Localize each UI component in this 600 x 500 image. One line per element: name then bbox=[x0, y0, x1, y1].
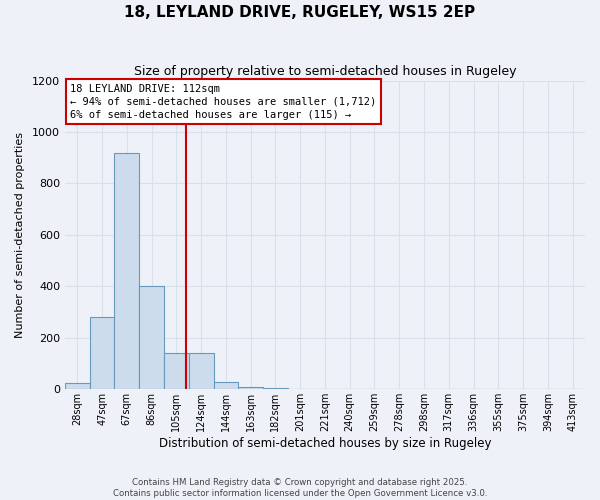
Bar bbox=[89, 318, 115, 390]
Text: 18, LEYLAND DRIVE, RUGELEY, WS15 2EP: 18, LEYLAND DRIVE, RUGELEY, WS15 2EP bbox=[124, 5, 476, 20]
Bar bbox=[139, 286, 164, 390]
Text: Contains HM Land Registry data © Crown copyright and database right 2025.
Contai: Contains HM Land Registry data © Crown c… bbox=[113, 478, 487, 498]
Bar bbox=[214, 382, 238, 390]
Bar bbox=[263, 388, 288, 390]
X-axis label: Distribution of semi-detached houses by size in Rugeley: Distribution of semi-detached houses by … bbox=[159, 437, 491, 450]
Bar bbox=[164, 354, 189, 390]
Bar bbox=[288, 388, 313, 390]
Bar bbox=[115, 152, 139, 390]
Bar bbox=[337, 389, 362, 390]
Bar bbox=[238, 386, 263, 390]
Bar bbox=[189, 354, 214, 390]
Text: 18 LEYLAND DRIVE: 112sqm
← 94% of semi-detached houses are smaller (1,712)
6% of: 18 LEYLAND DRIVE: 112sqm ← 94% of semi-d… bbox=[70, 84, 376, 120]
Y-axis label: Number of semi-detached properties: Number of semi-detached properties bbox=[15, 132, 25, 338]
Bar bbox=[65, 383, 89, 390]
Title: Size of property relative to semi-detached houses in Rugeley: Size of property relative to semi-detach… bbox=[134, 65, 516, 78]
